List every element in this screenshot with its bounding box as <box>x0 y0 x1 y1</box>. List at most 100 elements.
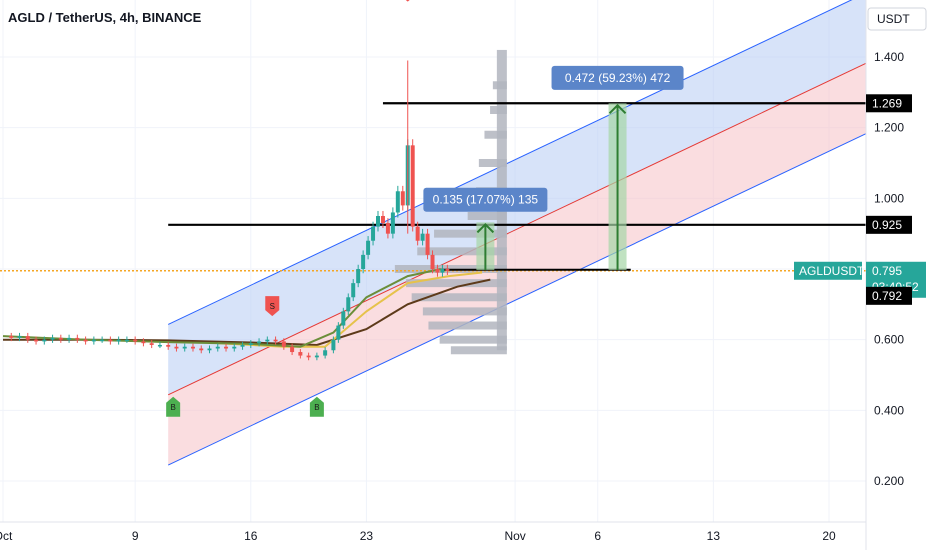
candle-body <box>116 339 121 342</box>
buy-signal: B <box>309 396 324 417</box>
candle-body <box>298 352 303 356</box>
channel-upper-line <box>167 0 853 325</box>
currency-button <box>867 7 927 31</box>
candle-body <box>141 341 146 344</box>
time-axis[interactable]: Oct 9 16 23 Nov 6 13 20 <box>0 521 866 543</box>
candle-body <box>100 339 105 342</box>
candle-body <box>50 337 55 340</box>
candle-body <box>385 223 390 234</box>
time-tick-label: 13 <box>707 529 721 543</box>
chart-title: AGLD / TetherUS, 4h, BINANCE <box>8 10 202 25</box>
measure-label-bg <box>551 65 684 90</box>
candle-body <box>400 191 405 206</box>
candle-body <box>420 233 425 241</box>
candle-body <box>323 350 328 356</box>
price-tick-label: 0.200 <box>874 474 904 488</box>
ma-price-label: 0.792 <box>872 289 902 303</box>
candle-body <box>273 339 278 342</box>
signals: S S B B <box>166 0 410 417</box>
signal-label: S <box>270 302 275 311</box>
signal-marker <box>309 396 324 417</box>
candle-body <box>240 344 245 347</box>
level-price-tag <box>866 215 912 234</box>
candle-body <box>248 343 253 345</box>
candle-body <box>42 339 47 342</box>
channel-lower-fill <box>168 57 879 466</box>
time-tick-label: 23 <box>360 529 374 543</box>
candle-body <box>34 339 39 342</box>
candle-body <box>430 254 435 269</box>
candle-body <box>207 348 212 351</box>
channel-lower-line <box>167 127 879 466</box>
candle-body <box>410 145 415 227</box>
candle-body <box>306 355 311 358</box>
candle-body <box>190 346 195 349</box>
candle-body <box>67 337 72 340</box>
candle-body <box>395 191 400 213</box>
ma-price-tag <box>866 286 912 305</box>
candle-body <box>174 346 179 349</box>
signal-label: B <box>314 403 319 412</box>
candle-body <box>331 339 336 351</box>
candle-body <box>290 346 295 353</box>
time-tick-label: 20 <box>822 529 836 543</box>
measure-arrow-head <box>476 222 495 234</box>
volume-bar <box>417 247 507 256</box>
candle-body <box>356 269 361 284</box>
candle-body <box>435 269 440 273</box>
symbol-label: AGLDUSDT <box>799 264 865 278</box>
volume-bar <box>422 307 507 316</box>
volume-bar <box>411 293 507 302</box>
candle-body <box>366 240 371 255</box>
price-tick-label: 0.400 <box>874 403 904 417</box>
regression-channel[interactable] <box>167 0 879 466</box>
candle-body <box>9 336 14 338</box>
level-price-label: 0.925 <box>872 218 902 232</box>
candle-body <box>361 254 366 269</box>
candle-body <box>425 233 430 255</box>
candle-body <box>91 339 96 342</box>
candle-body <box>380 216 385 224</box>
candle-body <box>415 226 420 241</box>
candles <box>9 60 450 361</box>
candle-body <box>133 339 138 342</box>
candle-body <box>314 355 319 358</box>
moving-average-line <box>2 268 442 348</box>
buy-signal: B <box>166 396 181 417</box>
signal-marker <box>265 296 280 317</box>
candle-body <box>157 344 162 347</box>
candle-body <box>166 344 171 347</box>
volume-bar <box>434 229 507 238</box>
time-tick-label: 6 <box>594 529 601 543</box>
measurements[interactable]: 0.472 (59.23%) 472 0.135 (17.07%) 135 <box>423 65 684 271</box>
candle-body <box>232 346 237 349</box>
time-tick-label: Nov <box>504 529 525 543</box>
candle-body <box>17 336 22 338</box>
candle-body <box>351 283 356 298</box>
candle-body <box>199 348 204 351</box>
measure-tool[interactable]: 0.472 (59.23%) 472 <box>551 65 684 271</box>
volume-bar <box>467 212 507 220</box>
price-tick-label: 1.200 <box>874 121 904 135</box>
candle-body <box>83 339 88 342</box>
candle-body <box>108 339 113 342</box>
price-tick-label: 0.600 <box>874 333 904 347</box>
candle-body <box>75 337 80 340</box>
sell-signal: S <box>265 296 280 317</box>
measure-label: 0.135 (17.07%) 135 <box>433 193 539 207</box>
candle-body <box>440 269 445 273</box>
measure-label: 0.472 (59.23%) 472 <box>565 71 671 85</box>
measure-label-bg <box>423 187 548 212</box>
price-axis[interactable]: USDT1.4001.2001.0000.8000.6000.4000.2001… <box>794 0 932 550</box>
candle-body <box>390 212 395 234</box>
candle-body <box>215 346 220 349</box>
last-price-label: 0.795 <box>872 264 902 278</box>
price-tick-label: 1.400 <box>874 50 904 64</box>
measure-tool[interactable]: 0.135 (17.07%) 135 <box>423 187 548 271</box>
candle-body <box>445 269 450 271</box>
candle-body <box>58 337 63 340</box>
candle-body <box>341 311 346 326</box>
candle-body <box>25 336 30 340</box>
candle-body <box>376 216 381 227</box>
